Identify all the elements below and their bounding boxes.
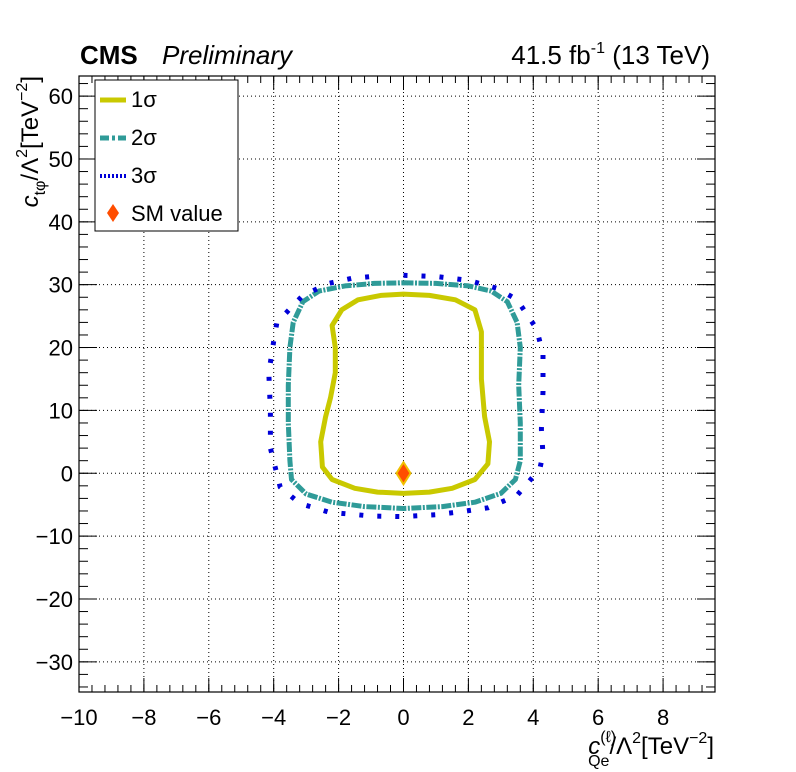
sm-value-marker <box>395 460 412 487</box>
y-tick-label: 0 <box>61 461 73 486</box>
x-tick-label: 0 <box>397 705 409 730</box>
y-tick-label: −10 <box>36 524 73 549</box>
contour-2sigma <box>285 280 523 511</box>
contour-1sigma <box>318 291 492 496</box>
experiment-label: CMS <box>80 40 138 70</box>
y-tick-label: 50 <box>49 147 73 172</box>
y-tick-label: 40 <box>49 210 73 235</box>
x-tick-label: −10 <box>60 705 97 730</box>
y-tick-label: −20 <box>36 587 73 612</box>
y-tick-labels: −30 −20 −10 0 10 20 30 40 50 60 <box>36 84 73 675</box>
legend-2sigma-label: 2σ <box>131 125 157 150</box>
x-tick-label: −4 <box>261 705 286 730</box>
x-tick-label: 8 <box>657 705 669 730</box>
y-tick-label: 20 <box>49 336 73 361</box>
x-tick-label: −2 <box>326 705 351 730</box>
y-tick-label: 10 <box>49 398 73 423</box>
legend-box <box>94 79 239 232</box>
legend-sm-label: SM value <box>131 201 223 226</box>
x-tick-labels: −10 −8 −6 −4 −2 0 2 4 6 8 <box>60 705 669 730</box>
x-tick-label: 4 <box>527 705 539 730</box>
x-axis-title: c(ℓ) Qe/Λ2[TeV−2] <box>588 729 714 770</box>
x-tick-label: 6 <box>592 705 604 730</box>
x-tick-label: −8 <box>131 705 156 730</box>
x-tick-label: 2 <box>462 705 474 730</box>
x-tick-label: −6 <box>196 705 221 730</box>
y-tick-label: 30 <box>49 273 73 298</box>
y-tick-label: −30 <box>36 650 73 675</box>
luminosity-label: 41.5 fb-1 (13 TeV) <box>511 40 710 70</box>
legend: 1σ 2σ 3σ SM value <box>94 79 239 232</box>
legend-1sigma-label: 1σ <box>131 87 157 112</box>
y-axis-title: ctφ/Λ2[TeV−2] <box>14 76 49 207</box>
plot-frame <box>78 75 716 693</box>
y-tick-label: 60 <box>49 84 73 109</box>
legend-3sigma-label: 3σ <box>131 163 157 188</box>
sm-marker-group <box>395 460 412 487</box>
legend-sm-marker <box>107 204 119 222</box>
preliminary-label: Preliminary <box>162 40 294 70</box>
minor-ticks <box>78 76 716 692</box>
contours <box>266 272 546 520</box>
